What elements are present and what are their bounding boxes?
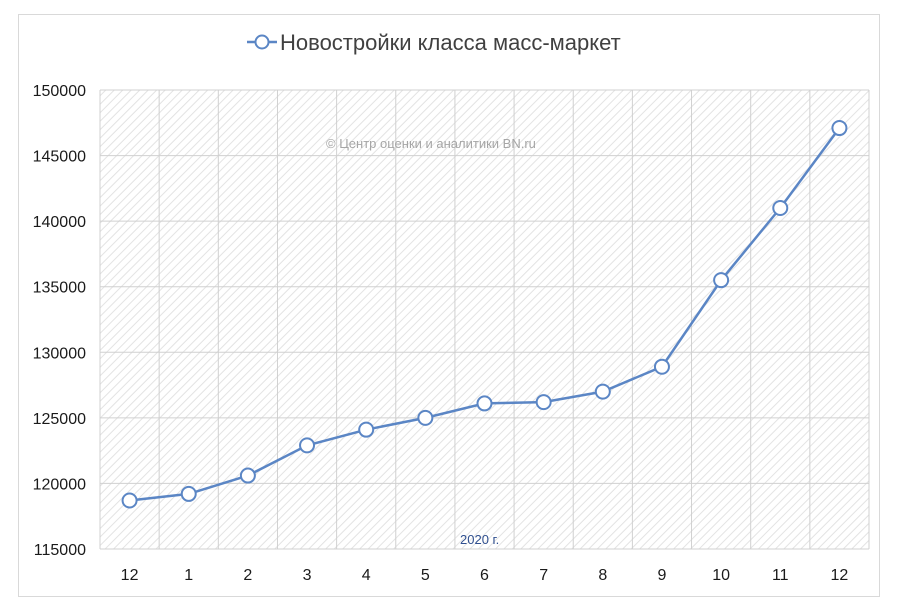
- gridlines: [99, 89, 870, 550]
- x-tick-label: 11: [772, 567, 789, 584]
- data-point: [180, 485, 197, 502]
- x-tick-label: 10: [712, 567, 730, 584]
- watermark: © Центр оценки и аналитики BN.ru: [326, 136, 536, 151]
- data-point: [417, 409, 434, 426]
- y-tick-label: 135000: [33, 280, 86, 297]
- x-tick-label: 1: [184, 567, 193, 584]
- x-tick-label: 7: [539, 567, 548, 584]
- y-tick-label: 145000: [33, 149, 86, 166]
- y-tick-label: 125000: [33, 411, 86, 428]
- data-point: [653, 358, 670, 375]
- data-point: [772, 200, 789, 217]
- x-axis-ticks: 12 1 2 3 4 5 6 7 8 9 10 11 12: [121, 567, 849, 584]
- data-point: [299, 437, 316, 454]
- y-axis-ticks: 115000 120000 125000 130000 135000 140000 1450…: [33, 83, 86, 559]
- x-tick-label: 2: [243, 567, 252, 584]
- y-tick-label: 140000: [33, 214, 86, 231]
- data-point: [535, 394, 552, 411]
- x-tick-label: 3: [303, 567, 312, 584]
- data-point: [358, 421, 375, 438]
- data-point: [713, 272, 730, 289]
- y-tick-label: 150000: [33, 83, 86, 100]
- chart-title: Новостройки класса масс-маркет: [280, 30, 621, 55]
- data-point: [476, 395, 493, 412]
- series-group: [121, 120, 848, 509]
- y-tick-label: 115000: [34, 542, 86, 559]
- x-tick-label: 12: [121, 567, 139, 584]
- data-point: [239, 467, 256, 484]
- x-tick-label: 9: [658, 567, 667, 584]
- x-tick-label: 5: [421, 567, 430, 584]
- plot-area: [100, 90, 869, 549]
- chart-title-group: Новостройки класса масс-маркет: [247, 30, 621, 55]
- x-tick-label: 4: [362, 567, 371, 584]
- data-point: [594, 383, 611, 400]
- y-tick-label: 120000: [33, 476, 86, 493]
- x-tick-label: 6: [480, 567, 489, 584]
- x-tick-label: 8: [598, 567, 607, 584]
- y-tick-label: 130000: [33, 345, 86, 362]
- data-point: [831, 120, 848, 137]
- x-axis-year-annotation: 2020 г.: [460, 532, 499, 547]
- data-point: [121, 492, 138, 509]
- legend-circle-marker: [254, 34, 270, 50]
- x-tick-label: 12: [831, 567, 849, 584]
